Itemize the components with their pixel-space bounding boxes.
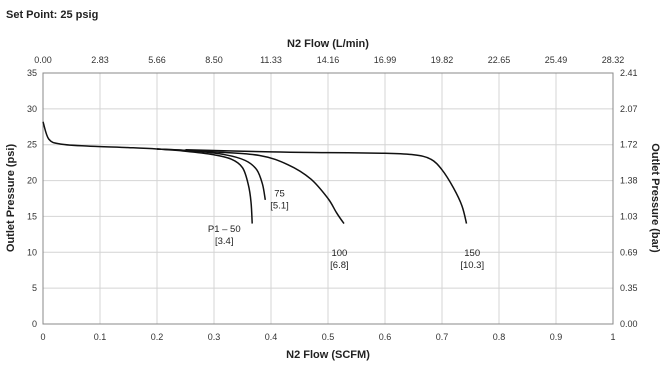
set-point-label: Set Point: 25 psig: [6, 9, 98, 21]
curve-label-line: P1 – 50: [208, 224, 241, 235]
x-top-tick-label: 0.00: [34, 55, 52, 65]
x-tick-label: 0.2: [151, 332, 164, 342]
x-tick-label: 0: [40, 332, 45, 342]
curve-label-line: [3.4]: [215, 236, 234, 247]
y-tick-label: 25: [27, 140, 37, 150]
y-tick-label: 20: [27, 176, 37, 186]
x-axis-title-top: N2 Flow (L/min): [287, 38, 369, 50]
y-axis-left-ticks: 0 5 10 15 20 25 30 35: [27, 68, 37, 329]
curves: [42, 121, 468, 225]
y-tick-label: 10: [27, 247, 37, 257]
x-axis-bottom-ticks: 0 0.1 0.2 0.3 0.4 0.5 0.6 0.7 0.8 0.9 1: [40, 332, 615, 342]
y-right-tick-label: 2.07: [620, 104, 638, 114]
y-tick-label: 30: [27, 104, 37, 114]
y-tick-label: 5: [32, 283, 37, 293]
curve-label-2: 75 [5.1]: [270, 188, 289, 211]
x-tick-label: 0.6: [379, 332, 392, 342]
curve-label-line: 100: [331, 248, 347, 259]
curve-label-line: 150: [464, 248, 480, 259]
y-axis-title-left: Outlet Pressure (psi): [5, 144, 17, 253]
y-tick-label: 0: [32, 319, 37, 329]
x-top-tick-label: 14.16: [317, 55, 340, 65]
curve-label-line: 75: [274, 188, 285, 199]
plot-frame: [42, 72, 614, 325]
x-top-tick-label: 16.99: [374, 55, 397, 65]
curve-label-4: 150 [10.3]: [460, 248, 484, 271]
x-top-tick-label: 11.33: [260, 55, 282, 65]
curve-1: [42, 121, 253, 224]
curve-label-3: 100 [6.8]: [330, 248, 349, 271]
x-top-tick-label: 2.83: [91, 55, 109, 65]
curve-label-line: [5.1]: [270, 200, 289, 211]
x-tick-label: 0.5: [322, 332, 335, 342]
x-tick-label: 0.3: [208, 332, 221, 342]
y-right-tick-label: 0.69: [620, 247, 638, 257]
y-right-tick-label: 0.35: [620, 283, 638, 293]
x-tick-label: 0.7: [436, 332, 449, 342]
y-right-tick-label: 2.41: [620, 68, 638, 78]
y-right-tick-label: 1.72: [620, 140, 638, 150]
curve-4: [185, 148, 468, 224]
x-top-tick-label: 19.82: [431, 55, 454, 65]
curve-labels: P1 – 50 [3.4] 75 [5.1] 100 [6.8] 150 [10.3]: [208, 188, 484, 271]
x-axis-top-ticks: 0.00 2.83 5.66 8.50 11.33 14.16 16.99 19.82 22.6…: [34, 55, 624, 65]
y-right-tick-label: 1.38: [620, 176, 638, 186]
x-tick-label: 0.8: [493, 332, 506, 342]
grid: [43, 73, 613, 324]
y-axis-right-ticks: 0.00 0.35 0.69 1.03 1.38 1.72 2.07 2.41: [620, 68, 638, 329]
x-tick-label: 0.9: [550, 332, 563, 342]
x-tick-label: 0.4: [265, 332, 278, 342]
x-top-tick-label: 8.50: [205, 55, 223, 65]
x-top-tick-label: 22.65: [488, 55, 511, 65]
y-axis-title-right: Outlet Pressure (bar): [649, 143, 660, 253]
curve-label-line: [6.8]: [330, 260, 349, 271]
x-top-tick-label: 25.49: [545, 55, 568, 65]
y-right-tick-label: 0.00: [620, 319, 638, 329]
y-right-tick-label: 1.03: [620, 211, 638, 221]
x-tick-label: 0.1: [94, 332, 107, 342]
curve-label-1: P1 – 50 [3.4]: [208, 224, 241, 247]
x-top-tick-label: 28.32: [602, 55, 625, 65]
curve-label-line: [10.3]: [460, 260, 484, 271]
x-top-tick-label: 5.66: [148, 55, 166, 65]
x-axis-title-bottom: N2 Flow (SCFM): [286, 349, 370, 361]
y-tick-label: 35: [27, 68, 37, 78]
curve-3: [156, 148, 345, 225]
y-tick-label: 15: [27, 211, 37, 221]
x-tick-label: 1: [610, 332, 615, 342]
